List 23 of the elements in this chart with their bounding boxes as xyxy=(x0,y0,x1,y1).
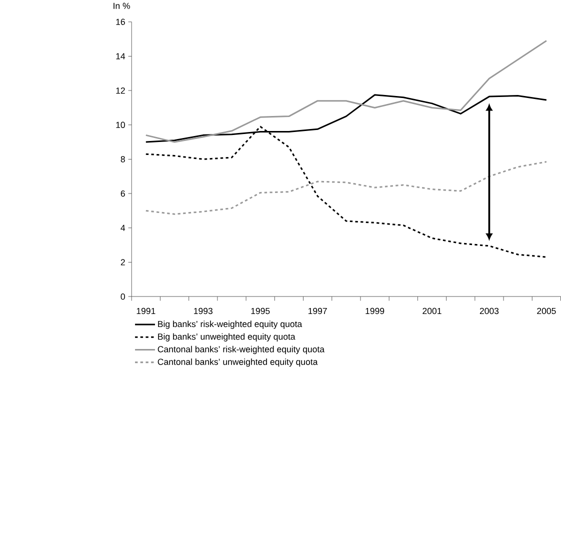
legend-label: Big banks’ unweighted equity quota xyxy=(158,333,296,342)
legend-label: Big banks’ risk-weighted equity quota xyxy=(158,320,302,330)
y-tick-label: 14 xyxy=(116,53,126,60)
x-tick-label: 1991 xyxy=(136,308,156,314)
y-tick-label: 2 xyxy=(120,259,125,266)
y-axis-title: In % xyxy=(114,2,130,10)
y-tick-label: 8 xyxy=(120,156,125,163)
x-tick-label: 1999 xyxy=(366,308,384,314)
line-series xyxy=(145,161,548,216)
legend-label: Cantonal banks’ unweighted equity quota xyxy=(158,358,318,367)
legend-label: Cantonal banks’ risk-weighted equity quota xyxy=(158,346,325,354)
x-tick-label: 2001 xyxy=(422,308,442,314)
x-tick-label: 1997 xyxy=(308,308,327,314)
y-tick-label: 0 xyxy=(120,294,125,300)
x-tick-label: 1995 xyxy=(251,308,270,314)
x-tick-label: 1993 xyxy=(194,308,212,314)
y-tick-label: 6 xyxy=(120,190,125,197)
x-tick-label: 2003 xyxy=(480,308,499,314)
y-tick-label: 12 xyxy=(116,88,125,94)
x-tick-label: 2005 xyxy=(537,308,556,314)
y-tick-label: 4 xyxy=(120,225,126,232)
y-tick-label: 10 xyxy=(116,122,125,128)
y-tick-label: 16 xyxy=(116,18,125,26)
